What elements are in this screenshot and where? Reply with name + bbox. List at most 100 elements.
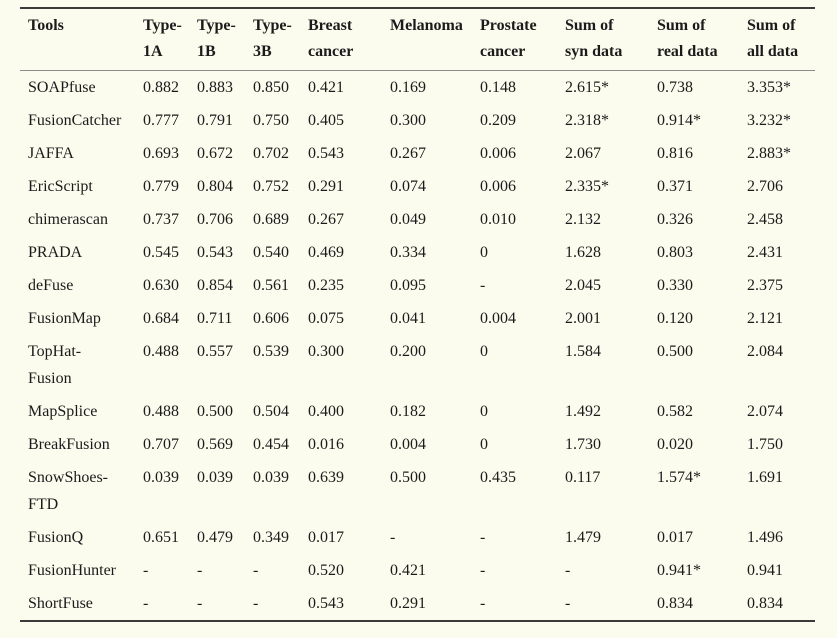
- value-cell: 2.067: [565, 145, 601, 162]
- value-cell: 0: [480, 343, 488, 360]
- value-cell: 0.707: [143, 436, 179, 453]
- value-cell: 0.330: [657, 277, 693, 294]
- tool-name-cell: MapSplice: [28, 403, 98, 420]
- value-cell: -: [565, 595, 571, 612]
- value-cell: 0.737: [143, 211, 179, 228]
- value-cell: -: [480, 562, 486, 579]
- value-cell: -: [480, 277, 486, 294]
- value-cell: 0.074: [390, 178, 426, 195]
- table-body: SOAPfuse 0.882 0.883 0.850 0.421 0.169 0.148 2.…: [20, 71, 815, 622]
- column-header: Type- 1A: [143, 8, 197, 71]
- column-header: Type- 1B: [197, 8, 253, 71]
- value-cell: 0.500: [657, 343, 693, 360]
- value-cell: 3.232*: [747, 112, 791, 129]
- value-cell: 0.693: [143, 145, 179, 162]
- table-row: MapSplice 0.488 0.500 0.504 0.400 0.182 0 1.492…: [20, 395, 815, 428]
- value-cell: 0.049: [390, 211, 426, 228]
- value-cell: 0.543: [197, 244, 233, 261]
- value-cell: -: [480, 595, 486, 612]
- value-cell: -: [253, 562, 259, 579]
- value-cell: 0.750: [253, 112, 289, 129]
- value-cell: 0.479: [197, 529, 233, 546]
- value-cell: 0.117: [565, 469, 601, 486]
- value-cell: 2.375: [747, 277, 783, 294]
- value-cell: 0.711: [197, 310, 233, 327]
- value-cell: 2.318*: [565, 112, 609, 129]
- value-cell: 0.400: [308, 403, 344, 420]
- value-cell: 0.488: [143, 343, 179, 360]
- table-row: TopHat- Fusion 0.488 0.557 0.539 0.300 0.200 0…: [20, 335, 815, 395]
- value-cell: 0.557: [197, 343, 233, 360]
- value-cell: 0.349: [253, 529, 289, 546]
- value-cell: 0.569: [197, 436, 233, 453]
- value-cell: 0.630: [143, 277, 179, 294]
- value-cell: 0.017: [308, 529, 344, 546]
- value-cell: 0.779: [143, 178, 179, 195]
- value-cell: 0.435: [480, 469, 516, 486]
- value-cell: 0.039: [143, 469, 179, 486]
- column-header: Type- 3B: [253, 8, 308, 71]
- value-cell: 2.121: [747, 310, 783, 327]
- value-cell: 0.010: [480, 211, 516, 228]
- value-cell: 0.004: [390, 436, 426, 453]
- value-cell: -: [143, 595, 149, 612]
- value-cell: 0: [480, 244, 488, 261]
- table-row: JAFFA 0.693 0.672 0.702 0.543 0.267 0.006 2.067…: [20, 137, 815, 170]
- value-cell: 0.606: [253, 310, 289, 327]
- table-row: ShortFuse - - - 0.543 0.291 - - 0.834 0.834: [20, 587, 815, 621]
- header-row: Tools Type- 1A Type- 1B Type- 3B Breast canc…: [20, 8, 815, 71]
- value-cell: 0.738: [657, 79, 693, 96]
- value-cell: 0.267: [308, 211, 344, 228]
- value-cell: 1.584: [565, 343, 601, 360]
- value-cell: 0.371: [657, 178, 693, 195]
- value-cell: 0.169: [390, 79, 426, 96]
- value-cell: 0.006: [480, 178, 516, 195]
- table-row: FusionQ 0.651 0.479 0.349 0.017 - - 1.479 0.017 1…: [20, 521, 815, 554]
- value-cell: 1.492: [565, 403, 601, 420]
- value-cell: 2.615*: [565, 79, 609, 96]
- tool-name-cell: FusionMap: [28, 310, 101, 327]
- value-cell: 2.045: [565, 277, 601, 294]
- value-cell: 0.543: [308, 145, 344, 162]
- value-cell: 0.752: [253, 178, 289, 195]
- value-cell: 0.267: [390, 145, 426, 162]
- tool-name-cell: PRADA: [28, 244, 83, 261]
- value-cell: 0.706: [197, 211, 233, 228]
- value-cell: 2.431: [747, 244, 783, 261]
- value-cell: 0.689: [253, 211, 289, 228]
- value-cell: 0.854: [197, 277, 233, 294]
- table-row: SnowShoes- FTD 0.039 0.039 0.039 0.639 0.500 0…: [20, 461, 815, 521]
- value-cell: 0.543: [308, 595, 344, 612]
- value-cell: 0.500: [390, 469, 426, 486]
- value-cell: 0.941*: [657, 562, 701, 579]
- value-cell: 2.074: [747, 403, 783, 420]
- value-cell: 0.545: [143, 244, 179, 261]
- table-header: Tools Type- 1A Type- 1B Type- 3B Breast canc…: [20, 8, 815, 71]
- value-cell: 1.628: [565, 244, 601, 261]
- value-cell: 0.500: [197, 403, 233, 420]
- value-cell: 2.335*: [565, 178, 609, 195]
- column-header: Prostate cancer: [480, 8, 565, 71]
- value-cell: -: [197, 595, 203, 612]
- value-cell: 0: [480, 436, 488, 453]
- value-cell: 1.496: [747, 529, 783, 546]
- value-cell: 0.582: [657, 403, 693, 420]
- value-cell: 0.834: [747, 595, 783, 612]
- value-cell: 0.095: [390, 277, 426, 294]
- tool-name-cell: TopHat- Fusion: [28, 343, 82, 387]
- value-cell: 1.730: [565, 436, 601, 453]
- value-cell: 0.421: [308, 79, 344, 96]
- table-row: FusionMap 0.684 0.711 0.606 0.075 0.041 0.004 2…: [20, 302, 815, 335]
- value-cell: 0.235: [308, 277, 344, 294]
- value-cell: 0.016: [308, 436, 344, 453]
- tool-name-cell: deFuse: [28, 277, 74, 294]
- value-cell: 2.883*: [747, 145, 791, 162]
- value-cell: -: [390, 529, 396, 546]
- tool-name-cell: BreakFusion: [28, 436, 110, 453]
- tool-name-cell: FusionHunter: [28, 562, 116, 579]
- paper-table-page: Tools Type- 1A Type- 1B Type- 3B Breast canc…: [0, 7, 837, 638]
- value-cell: 0.120: [657, 310, 693, 327]
- value-cell: 0.004: [480, 310, 516, 327]
- value-cell: 0.791: [197, 112, 233, 129]
- value-cell: 2.001: [565, 310, 601, 327]
